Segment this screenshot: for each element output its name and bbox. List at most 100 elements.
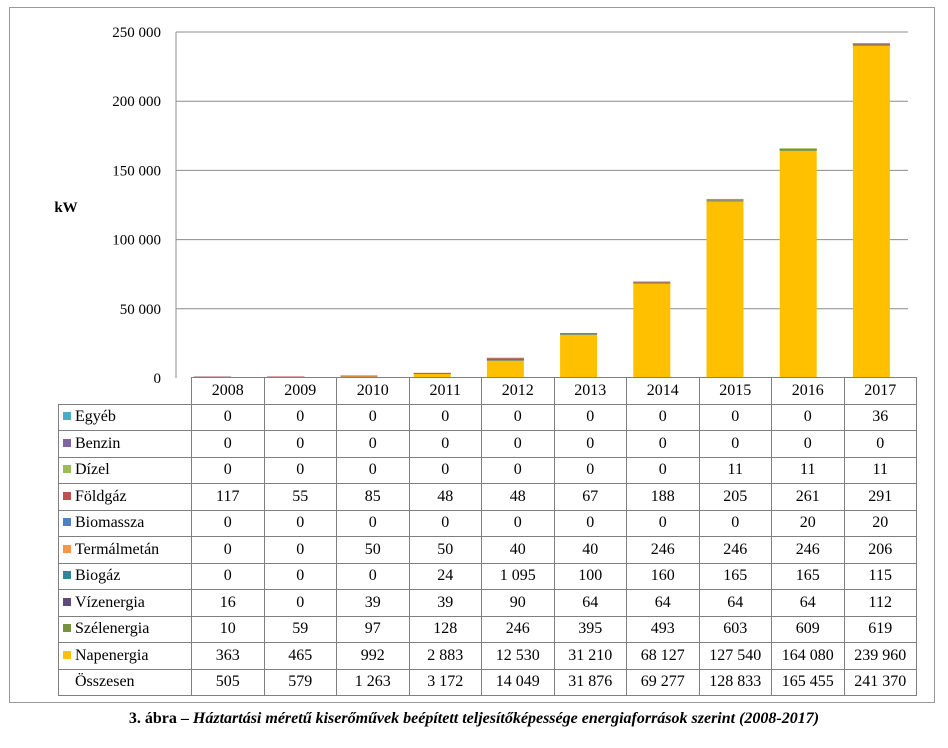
y-tick-label: 250 000 bbox=[112, 25, 161, 41]
data-label: 0 bbox=[336, 509, 410, 537]
data-label: 0 bbox=[263, 536, 337, 564]
total-value: 14 049 bbox=[481, 668, 555, 696]
data-label: 0 bbox=[408, 430, 482, 458]
table-row: Dízel 0 0 0 0 0 0 0 11 11 11 bbox=[58, 456, 917, 484]
bar-segment-napenergia bbox=[486, 360, 524, 378]
legend-entry: Szélenergia bbox=[58, 615, 192, 643]
legend-label: Termálmetán bbox=[75, 540, 160, 558]
legend-swatch bbox=[63, 438, 71, 447]
legend-label: Biomassza bbox=[75, 514, 145, 532]
data-label: 24 bbox=[408, 562, 482, 590]
data-label: 0 bbox=[408, 403, 482, 431]
data-label: 0 bbox=[481, 509, 555, 537]
total-label: Összesen bbox=[58, 668, 192, 696]
data-label: 164 080 bbox=[771, 642, 845, 670]
data-label: 1 095 bbox=[481, 562, 555, 590]
data-label: 16 bbox=[191, 589, 265, 617]
data-label: 0 bbox=[336, 403, 410, 431]
bar-segment-földgáz bbox=[340, 375, 378, 377]
bar-segment-szélenergia bbox=[706, 200, 744, 202]
legend-label: Földgáz bbox=[75, 487, 127, 505]
x-tick-label: 2016 bbox=[771, 377, 845, 405]
data-label: 67 bbox=[553, 483, 627, 511]
chart-frame bbox=[9, 7, 935, 703]
bar-segment-napenergia bbox=[413, 374, 451, 378]
data-label: 609 bbox=[771, 615, 845, 643]
bar-segment-földgáz bbox=[413, 372, 451, 374]
data-label: 20 bbox=[843, 509, 917, 537]
data-label: 0 bbox=[191, 562, 265, 590]
table-row: Napenergia 363 465 992 2 883 12 530 31 210 68 1… bbox=[58, 642, 917, 670]
data-label: 0 bbox=[263, 403, 337, 431]
table-row: Vízenergia 16 0 39 39 90 64 64 64 64 112 bbox=[58, 589, 917, 617]
bar-segment-napenergia bbox=[779, 150, 817, 378]
data-label: 0 bbox=[191, 536, 265, 564]
legend-entry: Benzin bbox=[58, 430, 192, 458]
legend-entry: Napenergia bbox=[58, 642, 192, 670]
data-label: 128 bbox=[408, 615, 482, 643]
table-row: Termálmetán 0 0 50 50 40 40 246 246 246 206 bbox=[58, 536, 917, 564]
data-label: 0 bbox=[553, 456, 627, 484]
legend-entry: Földgáz bbox=[58, 483, 192, 511]
data-label: 11 bbox=[843, 456, 917, 484]
bar-segment-földgáz bbox=[486, 357, 524, 359]
bar-segment-szélenergia bbox=[779, 150, 817, 151]
bar-segment-napenergia bbox=[706, 201, 744, 378]
data-label: 992 bbox=[336, 642, 410, 670]
data-label: 0 bbox=[553, 509, 627, 537]
data-label: 0 bbox=[191, 509, 265, 537]
table-row: Földgáz 117 55 85 48 48 67 188 205 261 291 bbox=[58, 483, 917, 511]
bar-segment-dízel bbox=[779, 148, 817, 150]
data-label: 64 bbox=[553, 589, 627, 617]
total-value: 69 277 bbox=[626, 668, 700, 696]
total-value: 1 263 bbox=[336, 668, 410, 696]
data-label: 11 bbox=[698, 456, 772, 484]
data-label: 246 bbox=[771, 536, 845, 564]
data-label: 603 bbox=[698, 615, 772, 643]
table-row: Szélenergia 10 59 97 128 246 395 493 603 609 619 bbox=[58, 615, 917, 643]
bar-segment-egyéb bbox=[852, 43, 890, 44]
legend-swatch bbox=[63, 624, 71, 633]
data-label: 31 210 bbox=[553, 642, 627, 670]
table-row: Biogáz 0 0 0 24 1 095 100 160 165 165 115 bbox=[58, 562, 917, 590]
data-label: 0 bbox=[263, 456, 337, 484]
data-label: 165 bbox=[771, 562, 845, 590]
data-label: 40 bbox=[553, 536, 627, 564]
data-label: 112 bbox=[843, 589, 917, 617]
data-label: 619 bbox=[843, 615, 917, 643]
data-label: 246 bbox=[698, 536, 772, 564]
bar-segment-napenergia bbox=[852, 45, 890, 379]
bar-segment-földgáz bbox=[633, 281, 671, 283]
data-label: 117 bbox=[191, 483, 265, 511]
data-label: 39 bbox=[336, 589, 410, 617]
table-corner-cell bbox=[58, 377, 192, 405]
legend-label: Biogáz bbox=[75, 567, 121, 585]
data-table: 2008 2009 2010 2011 2012 2013 2014 2015 2016 2017… bbox=[58, 377, 917, 696]
x-tick-label: 2017 bbox=[843, 377, 917, 405]
legend-label: Benzin bbox=[75, 434, 121, 452]
table-row: Egyéb 0 0 0 0 0 0 0 0 0 36 bbox=[58, 403, 917, 431]
x-tick-label: 2010 bbox=[336, 377, 410, 405]
total-value: 241 370 bbox=[843, 668, 917, 696]
data-label: 0 bbox=[553, 430, 627, 458]
bar-segment-szélenergia bbox=[633, 282, 671, 284]
data-label: 0 bbox=[771, 430, 845, 458]
data-label: 64 bbox=[771, 589, 845, 617]
data-label: 206 bbox=[843, 536, 917, 564]
data-label: 50 bbox=[408, 536, 482, 564]
legend-swatch bbox=[63, 544, 71, 553]
y-axis-label: kW bbox=[54, 200, 77, 216]
data-label: 0 bbox=[698, 403, 772, 431]
total-value: 3 172 bbox=[408, 668, 482, 696]
total-value: 31 876 bbox=[553, 668, 627, 696]
data-label: 64 bbox=[626, 589, 700, 617]
data-label: 0 bbox=[336, 562, 410, 590]
data-label: 0 bbox=[481, 403, 555, 431]
data-label: 205 bbox=[698, 483, 772, 511]
bar-segment-földgáz bbox=[267, 376, 305, 378]
data-label: 465 bbox=[263, 642, 337, 670]
data-label: 97 bbox=[336, 615, 410, 643]
data-label: 59 bbox=[263, 615, 337, 643]
legend-swatch bbox=[63, 465, 71, 474]
data-label: 50 bbox=[336, 536, 410, 564]
